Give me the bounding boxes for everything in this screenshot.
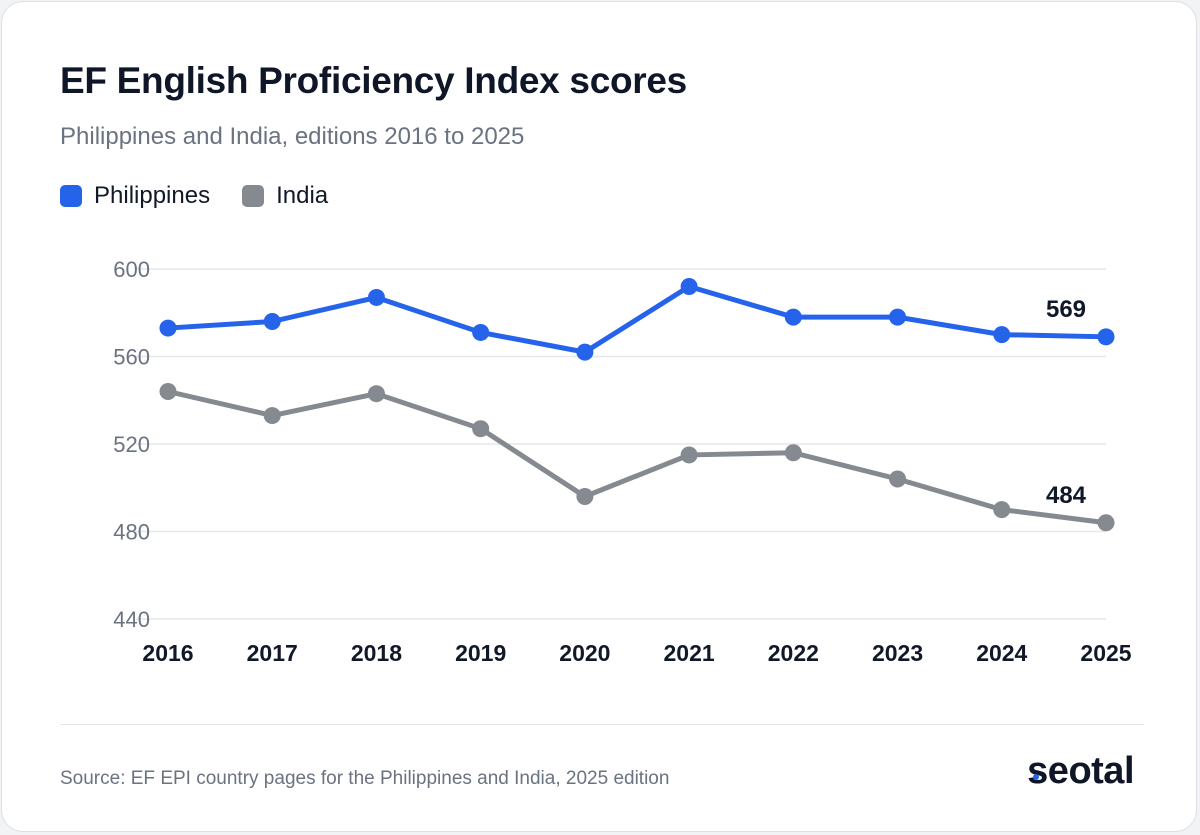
chart-title: EF English Proficiency Index scores <box>60 60 687 101</box>
data-point-india <box>576 488 594 505</box>
series-line-philippines <box>165 284 1109 355</box>
legend-label-philippines: Philippines <box>94 182 211 209</box>
brand-dot <box>1033 774 1040 780</box>
footer-divider <box>60 724 1144 725</box>
data-point-philippines <box>784 308 802 326</box>
data-point-india <box>993 501 1011 519</box>
end-value-label-philippines: 569 <box>1046 296 1086 323</box>
data-point-philippines <box>472 323 490 341</box>
x-tick-label: 2025 <box>1080 640 1131 666</box>
data-point-india <box>680 446 698 464</box>
data-point-india <box>263 407 281 425</box>
x-tick-label: 2022 <box>768 640 819 666</box>
legend-swatch-india <box>242 185 265 207</box>
data-point-india <box>889 470 907 488</box>
x-tick-label: 2021 <box>664 640 715 666</box>
data-point-philippines <box>993 326 1011 344</box>
end-value-label-india: 484 <box>1046 482 1087 509</box>
legend-item-india: India <box>242 182 328 210</box>
data-point-philippines <box>263 313 281 330</box>
data-point-philippines <box>576 343 594 361</box>
y-tick-label: 560 <box>113 345 150 370</box>
data-point-philippines <box>680 278 698 295</box>
brand-logo: seotal <box>1027 750 1134 793</box>
x-tick-label: 2017 <box>247 640 298 666</box>
legend-item-philippines: Philippines <box>60 182 210 210</box>
x-tick-label: 2016 <box>142 640 193 666</box>
series-line-india <box>165 389 1109 526</box>
legend-label-india: India <box>276 182 329 209</box>
legend-swatch-philippines <box>60 185 82 207</box>
x-tick-label: 2019 <box>455 640 506 666</box>
x-tick-label: 2024 <box>976 640 1027 666</box>
x-tick-label: 2020 <box>559 640 610 666</box>
x-tick-label: 2023 <box>872 640 923 666</box>
brand-logo-text: seotal <box>1027 750 1134 792</box>
x-tick-label: 2018 <box>351 640 402 666</box>
legend: Philippines India <box>60 182 360 210</box>
y-tick-label: 440 <box>113 607 150 632</box>
data-point-india <box>472 420 490 438</box>
data-point-india <box>159 383 177 400</box>
data-point-philippines <box>889 308 907 326</box>
y-tick-label: 520 <box>113 432 150 457</box>
source-note: Source: EF EPI country pages for the Phi… <box>60 768 670 789</box>
data-point-philippines <box>1097 328 1115 346</box>
y-tick-label: 600 <box>113 257 150 282</box>
data-point-philippines <box>367 288 385 306</box>
chart-subtitle: Philippines and India, editions 2016 to … <box>60 123 525 150</box>
data-point-india <box>367 385 385 403</box>
data-point-philippines <box>159 319 177 337</box>
data-point-india <box>1097 514 1115 532</box>
data-point-india <box>784 444 802 462</box>
y-tick-label: 480 <box>113 520 150 545</box>
